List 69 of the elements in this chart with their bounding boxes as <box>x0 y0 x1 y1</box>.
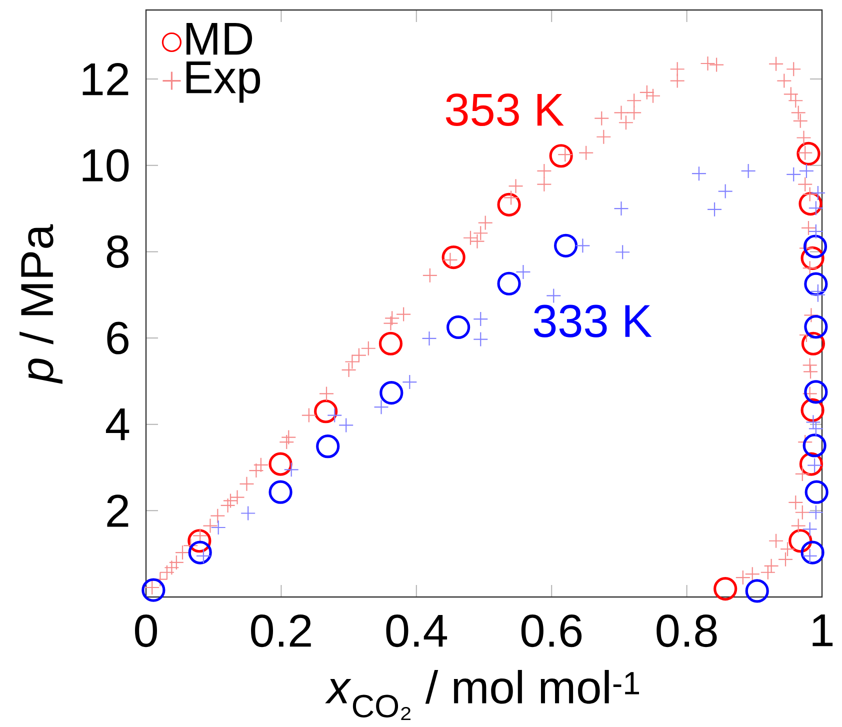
x-axis-title: x$_{CO₂}$ / mol mol$^{-1}$ <box>325 670 640 720</box>
point <box>808 224 824 239</box>
point <box>786 166 802 182</box>
point <box>796 142 820 166</box>
point <box>314 400 338 424</box>
point <box>745 579 769 603</box>
x-tick-label: 0.8 <box>656 614 717 648</box>
point <box>614 200 629 216</box>
point <box>691 166 707 182</box>
y-tick-label: 4 <box>106 408 130 440</box>
x-tick-label: 0.2 <box>251 614 311 648</box>
point <box>718 184 733 199</box>
point <box>810 287 826 302</box>
point <box>706 202 722 217</box>
y-tick-label: 6 <box>107 322 128 354</box>
point <box>473 311 488 327</box>
point <box>798 163 814 179</box>
x-tick-label: 1 <box>812 614 833 646</box>
x-tick-label: 0.4 <box>386 614 448 648</box>
point <box>804 480 828 504</box>
point <box>268 452 292 476</box>
point <box>549 144 573 168</box>
point <box>378 332 403 356</box>
point <box>804 314 828 339</box>
point <box>808 504 824 520</box>
point <box>575 238 590 254</box>
y-tick-label: 2 <box>107 494 128 527</box>
point <box>615 244 630 260</box>
point <box>188 540 212 564</box>
x-tick-label: 0.6 <box>521 614 582 648</box>
point <box>516 264 531 280</box>
legend-label: Exp <box>186 62 260 103</box>
point <box>803 234 828 258</box>
point <box>210 520 226 536</box>
point <box>802 522 818 537</box>
point <box>808 421 824 436</box>
annotation: 333 K <box>534 304 652 338</box>
y-axis-title: p / MPa <box>20 224 62 384</box>
point <box>446 315 470 340</box>
point <box>806 414 821 430</box>
point <box>442 246 466 270</box>
point <box>338 418 354 433</box>
legend-label: MD <box>186 22 252 55</box>
point <box>804 272 828 296</box>
x-tick-label: 0 <box>135 614 157 648</box>
point <box>268 480 292 504</box>
point <box>800 540 824 564</box>
y-tick-label: 12 <box>82 62 128 96</box>
y-tick-label: 10 <box>82 149 129 182</box>
point <box>284 462 299 478</box>
y-tick-label: 8 <box>106 235 128 268</box>
point <box>380 381 404 405</box>
point <box>810 185 826 201</box>
point <box>497 272 521 296</box>
point <box>142 578 166 602</box>
point <box>402 374 418 390</box>
point <box>422 330 437 346</box>
point <box>804 380 828 404</box>
point <box>740 163 756 179</box>
point <box>546 288 562 304</box>
point <box>316 434 340 458</box>
point <box>473 332 488 347</box>
point <box>714 576 738 601</box>
point <box>327 408 342 423</box>
point <box>802 434 826 458</box>
point <box>554 234 578 258</box>
point <box>240 506 256 521</box>
point <box>374 400 389 415</box>
annotation: 353 K <box>446 93 564 126</box>
